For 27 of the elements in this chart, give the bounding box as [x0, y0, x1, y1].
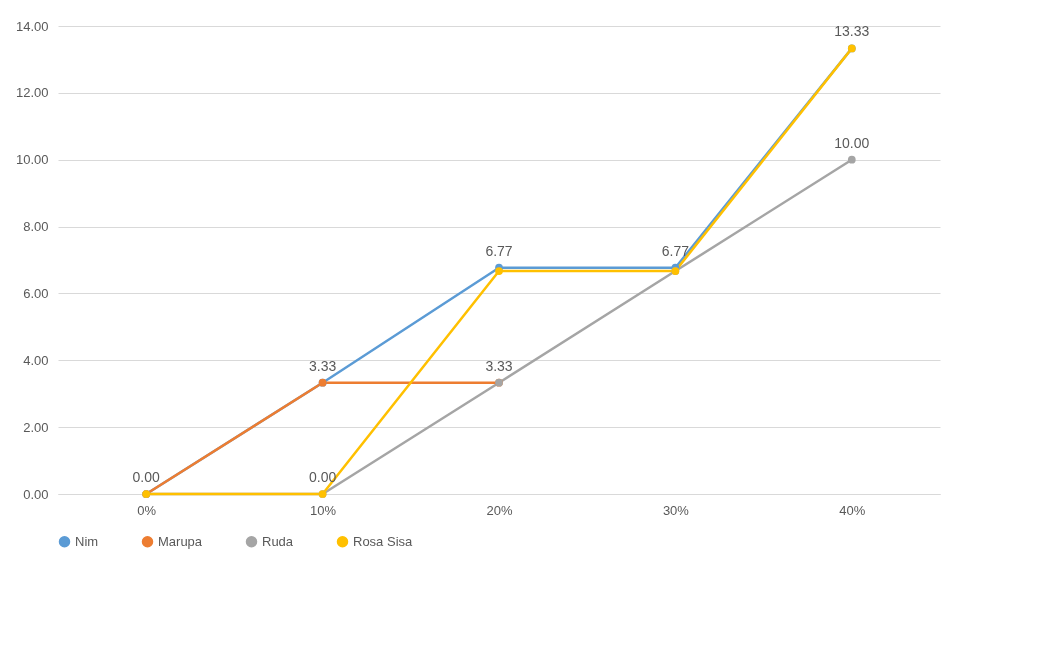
x-tick-label: 20%	[486, 502, 513, 518]
x-tick-label: 40%	[839, 502, 866, 518]
legend-label: Rosa Sisa	[353, 533, 414, 549]
y-tick-label: 6.00	[23, 285, 49, 301]
point	[847, 155, 856, 164]
y-tick-label: 14.00	[15, 18, 49, 34]
data-label: 13.33	[834, 23, 870, 40]
data-label: 0.00	[132, 469, 161, 485]
x-tick-label: 30%	[662, 502, 690, 518]
x-tick-label: 10%	[310, 502, 337, 518]
x-tick-label: 0%	[137, 502, 157, 518]
y-tick-label: 4.00	[23, 352, 49, 368]
data-label: 6.77	[485, 242, 513, 259]
legend-label: Marupa	[158, 533, 203, 549]
y-tick-label: 12.00	[15, 85, 49, 101]
y-tick-label: 2.00	[23, 419, 49, 435]
data-label: 0.00	[308, 469, 337, 485]
data-label: 3.33	[308, 357, 337, 374]
y-tick-label: 10.00	[15, 152, 49, 168]
y-tick-label: 8.00	[23, 219, 49, 235]
legend-label: Ruda	[262, 533, 294, 549]
data-label: 6.77	[661, 242, 690, 259]
data-label: 3.33	[485, 357, 513, 374]
data-label: 10.00	[834, 134, 870, 151]
legend-label: Nim	[75, 533, 99, 549]
point	[495, 267, 503, 275]
y-tick-label: 0.00	[23, 486, 49, 502]
